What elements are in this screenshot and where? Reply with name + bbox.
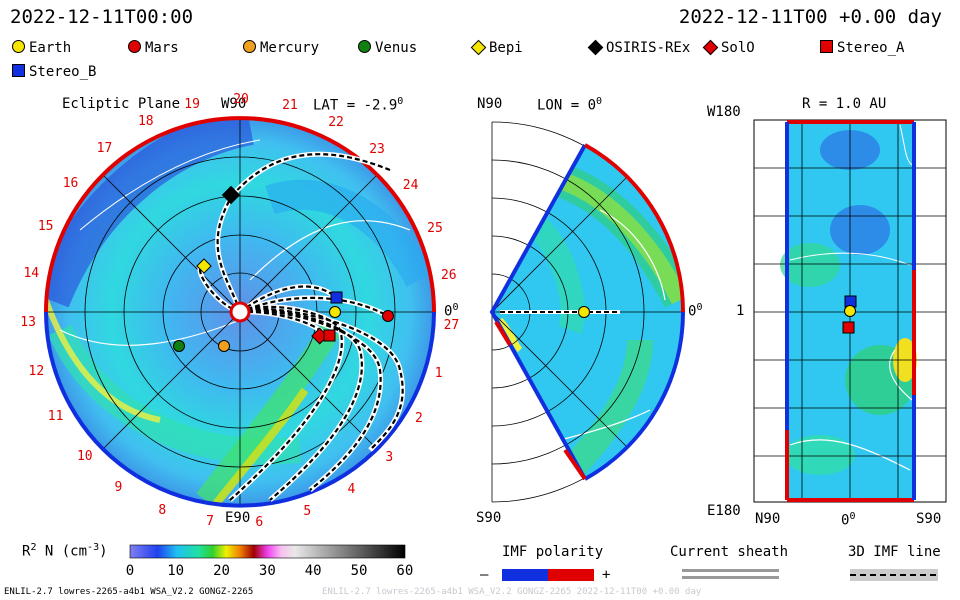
colorbar-tick: 10 [167,563,185,579]
legend-stereo-a: Stereo_A [820,40,904,56]
sun-icon [229,301,251,323]
colorbar-tick: 20 [213,563,230,579]
radial-r-label: R = 1.0 AU [802,96,887,112]
radial-earth-position [844,305,856,317]
carrington-label: 20 [233,92,249,107]
meridional-top-label: N90 [477,96,503,112]
legend-osiris-rex: OSIRIS-REx [587,39,690,56]
carrington-label: 11 [47,408,64,424]
footer-model-info: ENLIL-2.7 lowres-2265-a4b1 WSA_V2.2 GONG… [4,587,254,597]
venus-position [173,340,185,352]
imf-polarity-title: IMF polarity [502,544,604,560]
imf-line-swatch [850,569,938,581]
meridional-right-label: 00 [688,302,703,320]
date-left: 2022-12-11T00:00 [10,6,194,28]
stereo-b-position [330,291,343,304]
current-sheath-title: Current sheath [670,544,789,560]
ecliptic-title: Ecliptic Plane [62,96,181,112]
mars-position [382,310,394,322]
carrington-label: 24 [402,178,419,194]
ecliptic-right-label: 00 [444,302,459,320]
imf-plus-label: + [602,567,611,583]
imf-negative-swatch [502,569,548,581]
colorbar-tick: 60 [396,563,414,579]
ecliptic-bottom-label: E90 [225,510,251,526]
ecliptic-top-label: W90 [221,96,247,112]
imf-positive-swatch [548,569,594,581]
current-sheath-swatch [682,569,779,579]
meridional-plane-panel [489,121,686,503]
carrington-label: 18 [137,113,154,129]
carrington-label: 4 [347,481,356,497]
meridional-bottom-label: S90 [476,510,502,526]
venus-marker-icon [358,40,371,53]
radial-stereo-a-position [842,321,855,334]
radial-left-mid-label: 1 [736,303,745,319]
radial-bottom-n-label: N90 [755,511,781,527]
ecliptic-plane-panel [44,116,436,508]
mercury-position [218,340,230,352]
density-colorbar [129,544,406,559]
colorbar-tick: 0 [125,563,135,579]
carrington-label: 8 [158,502,167,518]
carrington-label: 16 [62,176,79,192]
mars-marker-icon [128,40,141,53]
meridional-lon-label: LON = 00 [537,96,603,114]
carrington-label: 10 [76,448,93,464]
colorbar-tick: 30 [258,563,276,579]
carrington-label: 17 [96,140,113,156]
imf-minus-label: – [480,567,489,583]
legend-stereo-b: Stereo_B [12,64,96,80]
stereo-a-marker-icon [820,40,833,53]
carrington-label: 2 [414,411,423,427]
stereo-b-marker-icon [12,64,25,77]
ecliptic-lat-label: LAT = -2.90 [313,96,404,114]
osiris-rex-position [221,185,241,205]
legend-mars: Mars [128,40,179,56]
radial-top-left-label: W180 [707,104,741,120]
carrington-label: 25 [427,221,443,237]
earth-marker-icon [12,40,25,53]
radial-bottom-mid-label: 00 [841,511,856,529]
bepi-position [196,258,212,274]
carrington-label: 7 [206,514,214,530]
colorbar-label: R2 N (cm-3) [22,542,108,560]
stereo-a-position [323,329,336,342]
mercury-marker-icon [243,40,256,53]
carrington-label: 1 [434,365,443,381]
imf-line-title: 3D IMF line [848,544,941,560]
radial-bottom-left-label: E180 [707,503,741,519]
radial-surface-panel [753,119,947,503]
carrington-label: 21 [282,98,298,113]
carrington-label: 12 [28,363,45,379]
legend-earth: Earth [12,40,71,56]
radial-bottom-s-label: S90 [916,511,942,527]
carrington-label: 14 [23,265,40,281]
meridional-earth-position [578,306,590,318]
legend-bepi: Bepi [470,39,523,56]
legend-mercury: Mercury [243,40,319,56]
carrington-label: 15 [37,218,54,234]
carrington-label: 6 [255,514,264,530]
earth-position [329,306,341,318]
carrington-label: 26 [440,268,457,284]
carrington-label: 3 [385,450,394,466]
carrington-label: 13 [20,315,36,331]
carrington-label: 23 [369,142,385,158]
colorbar-tick: 40 [304,563,322,579]
carrington-label: 27 [443,317,460,333]
footer-run-info: ENLIL-2.7 lowres-2265-a4b1 WSA_V2.2 GONG… [322,587,702,597]
carrington-label: 22 [328,115,344,131]
carrington-label: 9 [114,480,123,496]
colorbar-tick: 50 [350,563,368,579]
legend-venus: Venus [358,40,417,56]
date-right: 2022-12-11T00 +0.00 day [678,6,942,28]
carrington-label: 19 [184,97,200,113]
carrington-label: 5 [303,503,312,519]
legend-solo: SolO [702,39,755,56]
